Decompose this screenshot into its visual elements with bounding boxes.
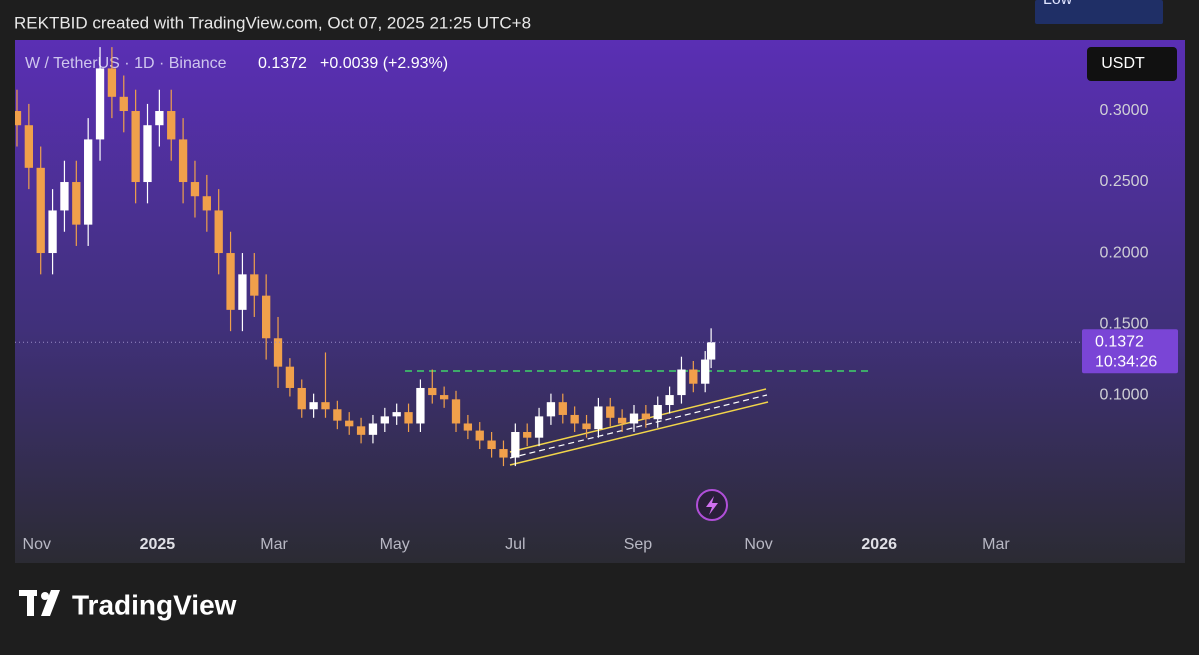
candle-body (380, 416, 389, 424)
x-tick-label: 2025 (140, 536, 176, 553)
candle-body (629, 413, 639, 424)
x-tick-label: May (380, 536, 410, 553)
x-tick-label: Nov (23, 536, 51, 553)
candle-body (24, 125, 33, 168)
candle-body (226, 253, 235, 310)
candle-body (594, 406, 603, 430)
candle-body (558, 402, 567, 415)
candle-body (701, 359, 710, 384)
candle-body (36, 167, 45, 254)
candle-body (689, 369, 698, 384)
candle-body (131, 111, 140, 183)
candle-body (321, 402, 330, 410)
candle-body (463, 423, 473, 431)
low-label: Low (1043, 0, 1073, 8)
currency-button[interactable] (1087, 47, 1177, 81)
event-icon-bolt[interactable] (706, 496, 718, 515)
candle-body (48, 210, 57, 254)
candle-body (250, 274, 259, 296)
candle-body (333, 409, 342, 421)
last-price-label: 0.1372 (1095, 333, 1144, 350)
x-tick-label: 2026 (861, 536, 897, 553)
candle-body (155, 111, 164, 126)
candle-body (475, 430, 484, 441)
candle-body (356, 426, 366, 435)
candle-body (617, 417, 627, 424)
candle-body (487, 440, 496, 450)
candle-body (439, 395, 449, 400)
logo-mark (41, 590, 60, 616)
candle-body (15, 111, 22, 126)
candle-body (451, 399, 461, 424)
candle-body (190, 182, 200, 197)
candle-body (368, 423, 378, 435)
candle-body (416, 387, 425, 424)
candle-body (546, 402, 556, 417)
candle-body (570, 414, 579, 424)
candle-body (706, 342, 716, 360)
symbol: W / TetherUS · 1D · Binance (25, 55, 227, 72)
y-tick-label: 0.1000 (1100, 386, 1149, 403)
channel-lower (509, 401, 769, 466)
y-tick-label: 0.3000 (1100, 102, 1149, 119)
candle-body (167, 111, 176, 140)
x-tick-label: Nov (744, 536, 772, 553)
candle-body (309, 402, 318, 410)
last-price: 0.1372 (258, 55, 307, 72)
candle-body (72, 182, 81, 225)
low-box (1035, 0, 1163, 24)
channel-mid (509, 394, 768, 459)
x-tick-label: Mar (982, 536, 1010, 553)
candle-body (84, 139, 93, 225)
candle-body (107, 68, 117, 97)
logo-mark (27, 590, 34, 616)
candle-body (143, 125, 152, 183)
candle-body (677, 369, 686, 396)
candle-body (392, 412, 401, 417)
candle-body (60, 182, 69, 211)
countdown: 10:34:26 (1095, 353, 1157, 370)
candle-body (297, 387, 306, 410)
candle-body (534, 416, 544, 438)
candle-body (262, 295, 271, 339)
event-icon[interactable] (696, 489, 728, 521)
candle-body (273, 338, 283, 367)
candle-body (285, 366, 295, 388)
candle-body (606, 406, 615, 418)
candle-body (178, 139, 188, 183)
plot (15, 47, 870, 467)
candle-body (653, 405, 662, 420)
candle-body (345, 420, 354, 427)
x-tick-label: Sep (624, 536, 653, 553)
candle-body (202, 196, 211, 211)
x-tick-label: Mar (260, 536, 288, 553)
candle-body (238, 274, 247, 310)
candle-body (95, 68, 105, 140)
y-tick-label: 0.1500 (1100, 315, 1149, 332)
candle-body (428, 387, 437, 396)
candle-body (511, 432, 520, 458)
candle-body (523, 432, 532, 438)
candle-body (582, 423, 591, 430)
brand: TradingView (72, 589, 237, 620)
y-tick-label: 0.2000 (1100, 244, 1149, 261)
candle-body (214, 210, 223, 254)
price-change: +0.0039 (+2.93%) (320, 55, 448, 72)
candle-body (641, 413, 651, 420)
logo-mark (41, 592, 49, 600)
chart-background (15, 40, 1185, 563)
candle-body (499, 449, 508, 458)
last-price-box (1082, 329, 1178, 374)
currency[interactable]: USDT (1101, 55, 1145, 72)
y-tick-label: 0.2500 (1100, 173, 1149, 190)
header: REKTBID created with TradingView.com, Oc… (14, 13, 531, 32)
candle-body (404, 412, 413, 424)
candle-body (665, 395, 674, 406)
candle-body (119, 96, 128, 112)
x-tick-label: Jul (505, 536, 525, 553)
